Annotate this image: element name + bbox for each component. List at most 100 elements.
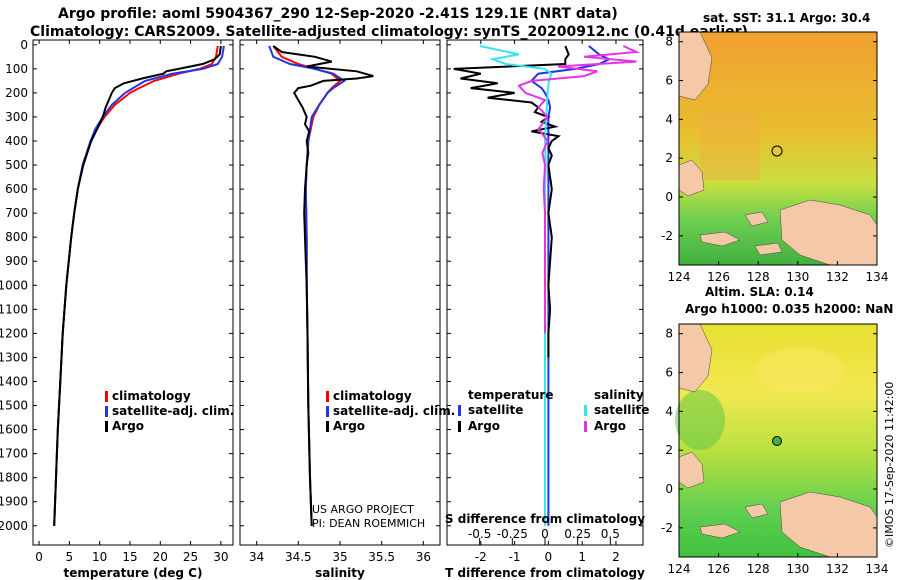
depth-tick-label: 1600 xyxy=(0,423,28,437)
depth-tick-label: 1400 xyxy=(0,374,28,388)
depth-tick-label: 900 xyxy=(5,254,28,268)
lat-tick-label: 4 xyxy=(665,112,673,126)
legend-label-satellite: satellite-adj. clim. xyxy=(112,404,234,418)
chart-title-line1: Argo profile: aoml 5904367_290 12-Sep-20… xyxy=(58,6,618,22)
legend-label-t-satellite: satellite xyxy=(468,403,523,417)
x-tick-label: -2 xyxy=(475,550,487,564)
legend-swatch-satellite xyxy=(326,406,329,417)
legend-swatch-s-satellite xyxy=(584,405,587,416)
legend-label-s-argo: Argo xyxy=(594,419,626,433)
lon-tick-label: 134 xyxy=(866,562,889,576)
lon-tick-label: 130 xyxy=(786,270,809,284)
argo-float-marker xyxy=(772,436,782,446)
depth-tick-label: 300 xyxy=(5,110,28,124)
x-tick-label: 35 xyxy=(332,550,347,564)
sst-map-title: sat. SST: 31.1 Argo: 30.4 xyxy=(703,11,870,25)
lon-tick-label: 124 xyxy=(668,562,691,576)
series-line-s-argo xyxy=(517,45,641,334)
legend-label-t-argo: Argo xyxy=(468,419,500,433)
series-line-argo xyxy=(272,45,374,526)
lat-tick-label: 4 xyxy=(665,404,673,418)
depth-tick-label: 800 xyxy=(5,230,28,244)
lat-tick-label: -2 xyxy=(661,521,673,535)
s-tick-label: 0.25 xyxy=(564,527,591,541)
depth-tick-label: 1500 xyxy=(0,399,28,413)
legend-label-satellite: satellite-adj. clim. xyxy=(333,404,455,418)
sst-map: sat. SST: 31.1 Argo: 30.4 8 6 4 2 0 -2 124 126 1… xyxy=(661,11,888,284)
temperature-legend: climatology satellite-adj. clim. Argo xyxy=(105,389,234,433)
x-tick-label: 34 xyxy=(249,550,264,564)
legend-swatch-argo xyxy=(326,421,329,432)
lon-tick-label: 130 xyxy=(786,562,809,576)
s-tick-label: -0.25 xyxy=(497,527,528,541)
depth-tick-label: 1200 xyxy=(0,326,28,340)
x-axis-label: temperature (deg C) xyxy=(64,566,203,580)
sla-map: Altim. SLA: 0.14 Argo h1000: 0.035 h2000… xyxy=(661,285,893,576)
credit-line1: US ARGO PROJECT xyxy=(312,503,414,516)
x-tick-label: 0 xyxy=(35,550,43,564)
legend-swatch-climatology xyxy=(105,391,108,402)
difference-legend: temperature satellite Argo salinity sate… xyxy=(458,388,649,433)
argo-float-marker xyxy=(771,145,783,157)
legend-label-argo: Argo xyxy=(333,419,365,433)
depth-tick-label: 1800 xyxy=(0,471,28,485)
legend-swatch-satellite xyxy=(105,406,108,417)
legend-label-climatology: climatology xyxy=(333,389,412,403)
legend-swatch-t-argo xyxy=(458,421,461,432)
series-line-satellite-adj-clim- xyxy=(53,45,225,526)
s-tick-label: 0.5 xyxy=(601,527,620,541)
depth-tick-label: 100 xyxy=(5,62,28,76)
depth-tick-label: 0 xyxy=(20,38,28,52)
sst-map-axes: 8 6 4 2 0 -2 124 126 128 130 132 134 xyxy=(661,35,888,284)
series-line-t-satellite xyxy=(529,45,612,526)
plot-frame xyxy=(32,39,234,546)
s-axis-label: S difference from climatology xyxy=(445,512,645,526)
x-axis-label: salinity xyxy=(315,566,365,580)
lon-tick-label: 132 xyxy=(826,270,849,284)
x-axis-label: T difference from climatology xyxy=(445,566,645,580)
sla-map-axes: 8 6 4 2 0 -2 124 126 128 130 132 134 xyxy=(661,327,888,576)
series-line-s-satellite xyxy=(479,45,553,526)
s-tick-label: 0 xyxy=(541,527,549,541)
lat-tick-label: 2 xyxy=(665,443,673,457)
lat-tick-label: 2 xyxy=(665,151,673,165)
x-tick-label: 36 xyxy=(416,550,431,564)
lon-tick-label: 134 xyxy=(866,270,889,284)
chart-title-line2: Climatology: CARS2009. Satellite-adjuste… xyxy=(30,24,748,40)
depth-tick-label: 1000 xyxy=(0,278,28,292)
legend-swatch-t-satellite xyxy=(458,405,461,416)
legend-label-argo: Argo xyxy=(112,419,144,433)
x-tick-label: 35.5 xyxy=(368,550,395,564)
depth-tick-label: 700 xyxy=(5,206,28,220)
salinity-legend: climatology satellite-adj. clim. Argo xyxy=(326,389,455,433)
lat-tick-label: 6 xyxy=(665,366,673,380)
sla-map-title-line2: Argo h1000: 0.035 h2000: NaN xyxy=(685,302,893,316)
legend-heading-temperature: temperature xyxy=(468,388,553,402)
series-line-climatology xyxy=(53,45,219,526)
sla-map-frame xyxy=(678,323,878,558)
lon-tick-label: 124 xyxy=(668,270,691,284)
plot-frame xyxy=(239,39,441,546)
series-line-argo xyxy=(53,45,222,526)
legend-swatch-argo xyxy=(105,421,108,432)
lon-tick-label: 128 xyxy=(747,562,770,576)
lon-tick-label: 132 xyxy=(826,562,849,576)
x-tick-label: 30 xyxy=(213,550,228,564)
x-tick-label: 1 xyxy=(578,550,586,564)
x-tick-label: 20 xyxy=(153,550,168,564)
legend-swatch-climatology xyxy=(326,391,329,402)
depth-tick-label: 1900 xyxy=(0,495,28,509)
land-mass xyxy=(754,242,783,256)
sla-low-patch xyxy=(675,390,725,450)
land-mass xyxy=(699,231,741,247)
lat-tick-label: 0 xyxy=(665,190,673,204)
sla-high-patch xyxy=(755,348,845,392)
x-tick-label: 10 xyxy=(92,550,107,564)
salinity-panel: 34 34.5 35 35.5 36 salinity xyxy=(239,39,441,580)
imos-watermark: ©IMOS 17-Sep-2020 11:42:00 xyxy=(883,382,896,548)
x-tick-label: 2 xyxy=(612,550,620,564)
depth-tick-label: 600 xyxy=(5,182,28,196)
lat-tick-label: 0 xyxy=(665,482,673,496)
x-tick-label: 0 xyxy=(545,550,553,564)
